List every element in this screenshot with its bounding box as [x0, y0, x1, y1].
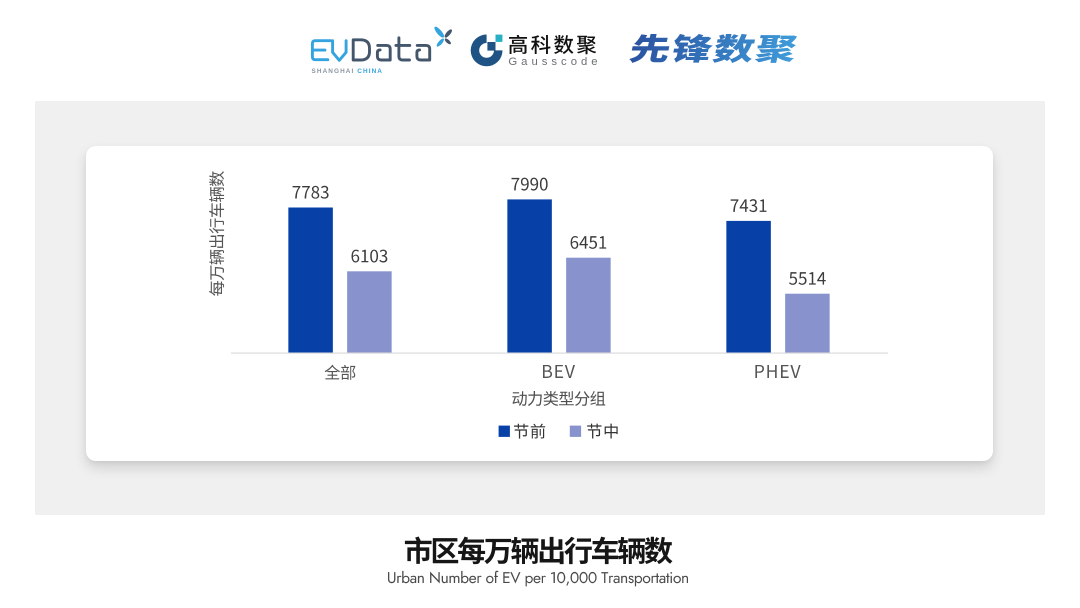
svg-text:SHANGHAI CHINA: SHANGHAI CHINA	[312, 68, 384, 75]
svg-text:Gausscode: Gausscode	[508, 56, 601, 68]
